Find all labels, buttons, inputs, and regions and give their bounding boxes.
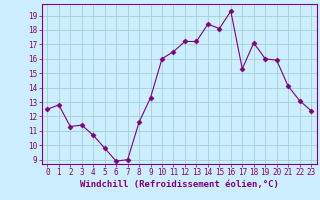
X-axis label: Windchill (Refroidissement éolien,°C): Windchill (Refroidissement éolien,°C) [80, 180, 279, 189]
